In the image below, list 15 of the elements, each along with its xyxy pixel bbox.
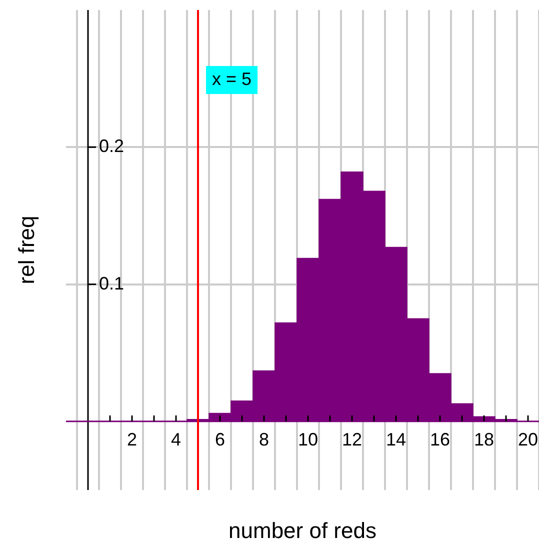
x-tick-label: 18 bbox=[474, 429, 494, 450]
x-tick-label: 16 bbox=[430, 429, 450, 450]
x-tick-label: 14 bbox=[386, 429, 406, 450]
x-tick-label: 10 bbox=[298, 429, 318, 450]
x-tick-label: 12 bbox=[342, 429, 362, 450]
y-tick-label: 0.1 bbox=[99, 273, 124, 294]
x-axis-title: number of reds bbox=[228, 518, 376, 544]
y-axis-title: rel freq bbox=[14, 216, 40, 284]
ref-line-label: x = 5 bbox=[212, 68, 252, 89]
x-tick-label: 2 bbox=[126, 429, 138, 450]
x-tick-label: 8 bbox=[258, 429, 270, 450]
x-tick-label: 20 bbox=[518, 429, 538, 450]
x-tick-label: 4 bbox=[170, 429, 182, 450]
x-tick-label: 6 bbox=[214, 429, 226, 450]
y-tick-label: 0.2 bbox=[99, 136, 124, 156]
